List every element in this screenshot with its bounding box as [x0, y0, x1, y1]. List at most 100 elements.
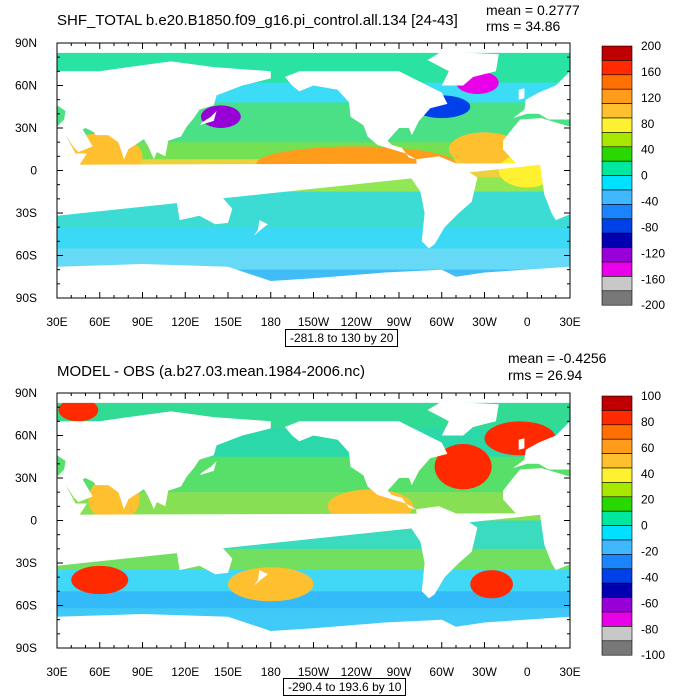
field-anomaly	[470, 570, 513, 599]
x-tick-label: 120W	[341, 315, 373, 329]
y-tick-label: 60N	[15, 429, 37, 443]
y-tick-label: 60S	[16, 249, 37, 263]
colorbar-label: 20	[641, 493, 655, 507]
x-tick-label: 30E	[559, 665, 580, 679]
land-mask	[57, 411, 271, 510]
colorbar-label: 100	[641, 389, 661, 403]
model-minus-obs-panel: MODEL - OBS (a.b27.03.mean.1984-2006.nc)…	[0, 350, 700, 700]
y-tick-label: 60S	[16, 599, 37, 613]
land-mask	[57, 614, 570, 648]
ocean-field	[43, 43, 570, 298]
chart-title: SHF_TOTAL b.e20.B1850.f09_g16.pi_control…	[57, 12, 458, 29]
colorbar-swatch	[601, 88, 633, 104]
mean-stat: mean = 0.2777	[486, 2, 580, 18]
x-tick-label: 60E	[89, 315, 110, 329]
colorbar-label: -20	[641, 545, 659, 559]
colorbar-swatch	[601, 247, 633, 263]
colorbar-swatch	[601, 276, 633, 292]
colorbar-swatch	[601, 640, 633, 656]
land-mask	[199, 111, 217, 126]
x-tick-label: 0	[524, 665, 531, 679]
colorbar-swatch	[601, 261, 633, 277]
colorbar-swatch	[601, 410, 633, 426]
colorbar-swatch	[601, 626, 633, 642]
x-tick-label: 60W	[429, 315, 454, 329]
colorbar-label: 40	[641, 143, 655, 157]
colorbar-label: 80	[641, 415, 655, 429]
y-tick-label: 60N	[15, 79, 37, 93]
colorbar-swatch	[601, 424, 633, 440]
y-tick-label: 90S	[16, 641, 37, 655]
x-tick-label: 150E	[214, 665, 242, 679]
colorbar-swatch	[601, 597, 633, 613]
colorbar-swatch	[601, 525, 633, 541]
colorbar-swatch	[601, 160, 633, 176]
colorbar-swatch	[601, 395, 633, 411]
x-tick-label: 90E	[132, 665, 153, 679]
y-tick-label: 0	[30, 514, 37, 528]
land-mask	[253, 220, 268, 236]
colorbar-swatch	[601, 290, 633, 306]
colorbar-swatch	[601, 482, 633, 498]
colorbar-swatch	[601, 568, 633, 584]
x-tick-label: 90W	[387, 315, 412, 329]
land-mask	[253, 570, 268, 586]
land-mask	[518, 438, 525, 450]
y-tick-label: 30S	[16, 556, 37, 570]
colorbar-label: -60	[641, 596, 659, 610]
x-tick-label: 120W	[341, 665, 373, 679]
x-tick-label: 150E	[214, 315, 242, 329]
colorbar-label: 60	[641, 441, 655, 455]
land-mask	[149, 163, 228, 185]
contour-range-label: -281.8 to 130 by 20	[285, 329, 399, 347]
x-tick-label: 30E	[46, 315, 67, 329]
x-tick-label: 30E	[46, 665, 67, 679]
x-tick-label: 150W	[298, 665, 330, 679]
colorbar-label: 0	[641, 169, 648, 183]
chart-title: MODEL - OBS (a.b27.03.mean.1984-2006.nc)	[57, 363, 365, 380]
field-anomaly	[58, 398, 99, 422]
colorbar-swatch	[601, 453, 633, 469]
rms-stat: rms = 26.94	[508, 367, 583, 383]
colorbar-swatch	[601, 175, 633, 191]
latitude-band	[57, 591, 570, 609]
colorbar-swatch	[601, 117, 633, 133]
latitude-band	[57, 248, 570, 270]
x-tick-label: 30E	[559, 315, 580, 329]
land-mask	[57, 118, 570, 221]
land-mask	[513, 71, 570, 120]
land-mask	[199, 461, 217, 476]
colorbar-swatch	[601, 232, 633, 248]
land-mask	[410, 156, 478, 249]
colorbar-swatch	[601, 146, 633, 162]
colorbar-swatch	[601, 438, 633, 454]
y-tick-label: 90S	[16, 291, 37, 305]
field-anomaly	[200, 105, 241, 128]
land-mask	[176, 536, 233, 575]
x-tick-label: 60W	[429, 665, 454, 679]
y-tick-label: 30N	[15, 121, 37, 135]
land-mask	[518, 88, 525, 100]
land-mask	[43, 117, 57, 128]
colorbar-label: 40	[641, 467, 655, 481]
y-tick-label: 90N	[15, 36, 37, 50]
land-mask	[57, 61, 271, 160]
colorbar-swatch	[601, 218, 633, 234]
colorbar-label: -200	[641, 298, 665, 312]
chart-canvas: 30E 60E 90E 120E 150E 180 150W 120W 90W 60W 30W 0 30…	[15, 36, 665, 329]
colorbar-swatch	[601, 510, 633, 526]
land-mask	[43, 467, 57, 478]
land-mask	[427, 51, 499, 86]
field-anomaly	[448, 132, 521, 167]
field-anomaly	[71, 565, 129, 595]
colorbar-label: 0	[641, 519, 648, 533]
rms-stat: rms = 34.86	[486, 18, 561, 34]
x-tick-label: 30W	[472, 315, 497, 329]
colorbar-label: -160	[641, 272, 665, 286]
colorbar-label: -120	[641, 246, 665, 260]
colorbar-label: -80	[641, 622, 659, 636]
y-tick-label: 90N	[15, 386, 37, 400]
x-tick-label: 120E	[171, 315, 199, 329]
colorbar-swatch	[601, 496, 633, 512]
y-tick-label: 0	[30, 164, 37, 178]
